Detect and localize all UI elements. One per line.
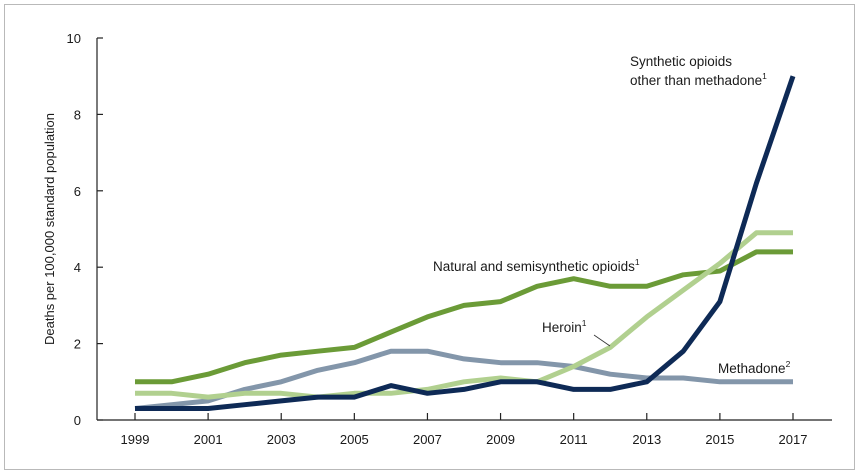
y-axis-label: Deaths per 100,000 standard population xyxy=(42,113,57,345)
x-tick-label-2003: 2003 xyxy=(267,432,296,447)
x-tick-label-2005: 2005 xyxy=(340,432,369,447)
y-tick-label-6: 6 xyxy=(74,184,81,199)
label-methadone-sup: 2 xyxy=(786,359,791,369)
label-synthetic-sup: 1 xyxy=(762,71,767,81)
label-heroin-text: Heroin xyxy=(542,320,582,335)
label-methadone-text: Methadone xyxy=(718,361,786,376)
series-line-synthetic-opioids-other-than-methadone xyxy=(135,75,796,411)
x-tick-label-2009: 2009 xyxy=(486,432,515,447)
label-methadone: Methadone2 xyxy=(718,359,791,376)
label-heroin: Heroin1 xyxy=(542,318,611,347)
y-tick-label-0: 0 xyxy=(74,413,81,428)
svg-text:other than methadone1: other than methadone1 xyxy=(630,71,767,88)
x-tick-label-2001: 2001 xyxy=(194,432,223,447)
label-heroin-sup: 1 xyxy=(582,318,587,328)
label-natural-opioids: Natural and semisynthetic opioids1 xyxy=(433,257,640,274)
y-tick-label-8: 8 xyxy=(74,107,81,122)
series-line-methadone xyxy=(134,348,793,411)
axes xyxy=(96,38,832,421)
svg-text:Methadone2: Methadone2 xyxy=(718,359,791,376)
label-synthetic-opioids: Synthetic opioids other than methadone1 xyxy=(630,54,767,88)
y-tick-label-2: 2 xyxy=(74,337,81,352)
x-tick-label-2015: 2015 xyxy=(705,432,734,447)
x-tick-label-2017: 2017 xyxy=(779,432,808,447)
x-tick-label-2011: 2011 xyxy=(560,432,588,447)
label-synthetic-line1: Synthetic opioids xyxy=(630,54,732,69)
y-tick-label-10: 10 xyxy=(67,31,81,46)
label-natural-sup: 1 xyxy=(635,257,640,267)
series-line-natural-and-semisynthetic-opioids xyxy=(135,249,793,385)
x-tick-label-2013: 2013 xyxy=(632,432,661,447)
ticks: 0 2 4 6 8 10 1999 2001 2003 2005 2007 2009 2011 2013 2… xyxy=(67,31,808,447)
svg-text:Natural and semisynthetic opio: Natural and semisynthetic opioids1 xyxy=(433,257,640,274)
series-line-heroin xyxy=(135,230,793,400)
y-tick-label-4: 4 xyxy=(74,260,81,275)
heroin-leader-line xyxy=(593,334,611,347)
label-synthetic-line2: other than methadone xyxy=(630,73,762,88)
series-lines xyxy=(134,75,796,411)
label-natural-text: Natural and semisynthetic opioids xyxy=(433,259,635,274)
x-tick-label-2007: 2007 xyxy=(413,432,442,447)
x-tick-label-1999: 1999 xyxy=(121,432,150,447)
svg-text:Heroin1: Heroin1 xyxy=(542,318,587,335)
